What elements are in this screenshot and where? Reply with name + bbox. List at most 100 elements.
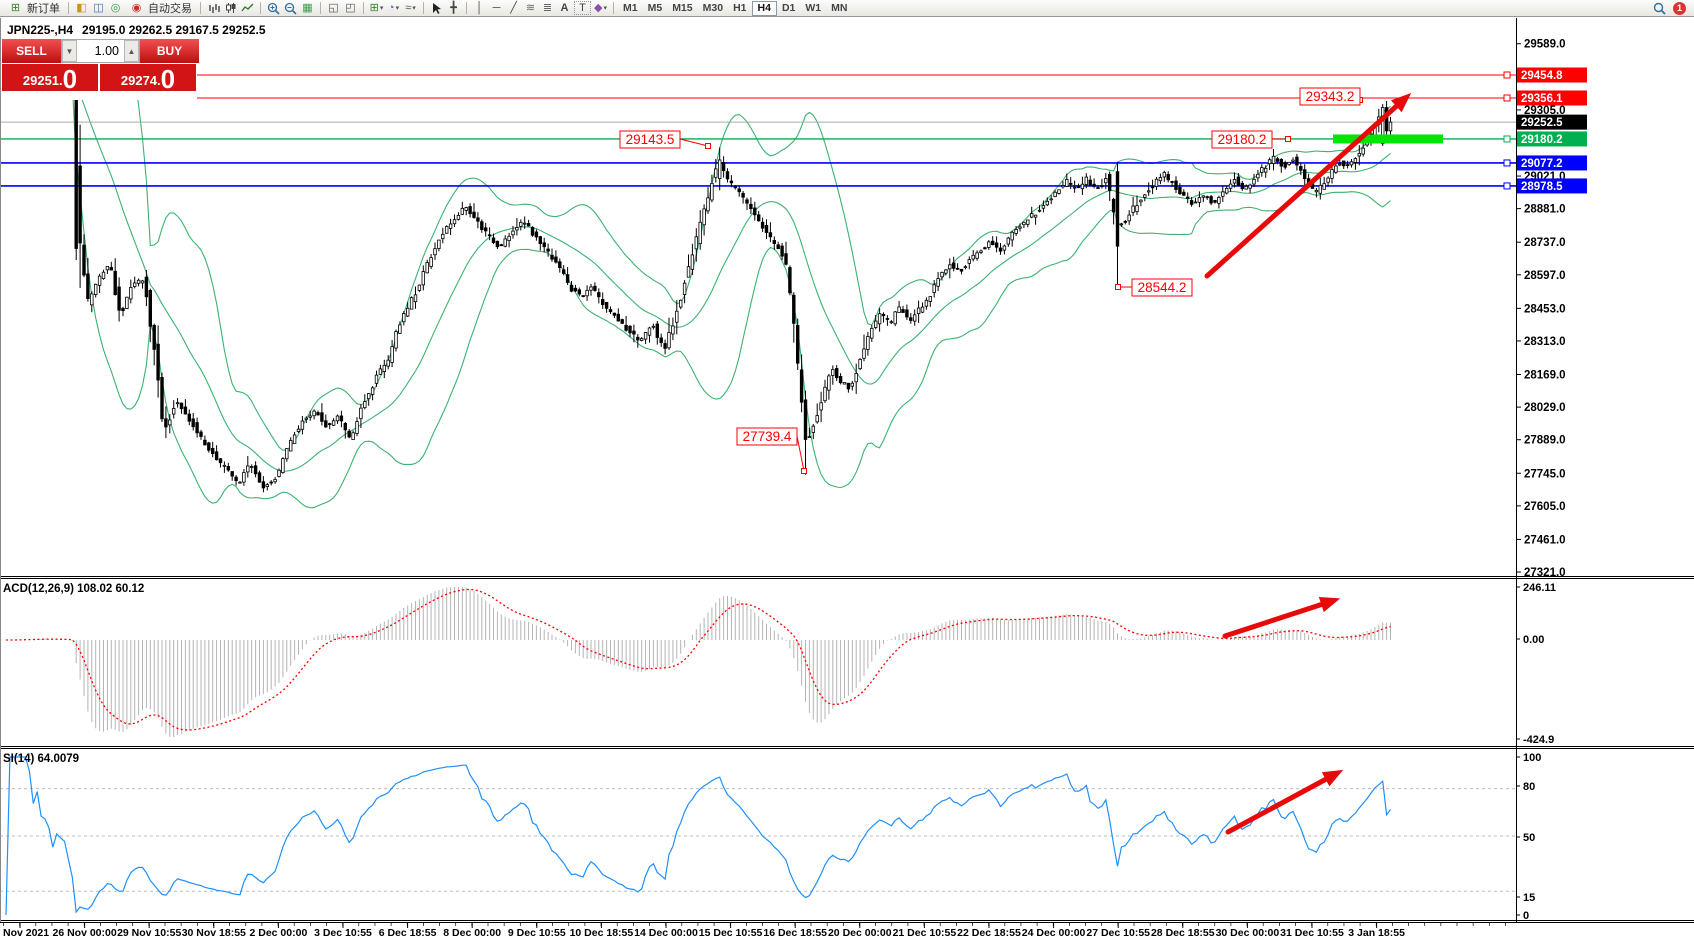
one-click-trading-panel: SELL ▼ ▲ BUY 29251.0 29274.0 (2, 39, 199, 92)
timeframe-mn[interactable]: MN (831, 2, 848, 14)
candles-layer (4, 69, 1393, 493)
timeframe-h4[interactable]: H4 (751, 0, 777, 16)
rsi-label: SI(14) 64.0079 (3, 753, 79, 765)
cursor-icon[interactable] (429, 1, 444, 15)
new-order-button[interactable]: ⊞ 新订单 (5, 0, 62, 16)
text-label-icon[interactable]: T (574, 1, 591, 15)
line-handle (1503, 94, 1511, 102)
tile-windows-icon[interactable]: ▦ (302, 1, 313, 14)
price-annotation-box[interactable] (1131, 278, 1193, 297)
styles-icon[interactable]: ◧ (76, 1, 87, 14)
price-tick-label: 28453.0 (1524, 303, 1566, 315)
vertical-line-icon[interactable]: │ (476, 1, 483, 14)
chart-window-icon[interactable]: ◱ (328, 1, 339, 14)
time-axis-label: 29 Nov 10:55 (117, 927, 181, 938)
trendline-icon[interactable]: ╱ (510, 1, 517, 14)
new-chart-dropdown[interactable]: ⊞ ▾ (369, 1, 384, 14)
divider (363, 2, 364, 14)
signals-icon[interactable]: ◎ (110, 1, 121, 14)
chart-title: JPN225-,H4 29195.0 29262.5 29167.5 29252.… (7, 23, 266, 37)
indicators-dropdown[interactable]: ≈ ▾ (405, 1, 416, 14)
price-annotation-box[interactable] (736, 427, 798, 446)
timeframe-d1[interactable]: D1 (781, 2, 796, 14)
time-axis-label: 14 Dec 00:00 (634, 927, 698, 938)
time-axis-label: 2 Dec 00:00 (250, 927, 308, 938)
notification-badge[interactable]: 1 (1673, 1, 1686, 15)
volume-decrease-button[interactable]: ▼ (62, 40, 77, 62)
timeframe-m1[interactable]: M1 (623, 2, 638, 14)
axis-price-box (1517, 178, 1587, 194)
price-tick-label: 28597.0 (1524, 270, 1566, 282)
divider (260, 2, 261, 14)
horizontal-line-icon[interactable]: ─ (492, 1, 501, 14)
arrows-dropdown[interactable]: ◆ ▾ (594, 1, 607, 14)
time-axis-label: 26 Nov 00:00 (52, 927, 116, 938)
time-axis-label: 31 Dec 10:55 (1280, 927, 1344, 938)
autotrading-icon: ◉ (131, 1, 142, 14)
time-axis-label: 22 Dec 18:55 (957, 927, 1021, 938)
macd-signal-line (6, 588, 1391, 731)
text-icon[interactable]: A (560, 1, 569, 14)
line-handle (1503, 71, 1511, 79)
fibo-channel-icon[interactable]: ≋ (525, 1, 536, 14)
rsi-line (5, 756, 1391, 916)
candlestick-icon[interactable] (223, 1, 238, 15)
trend-arrow[interactable] (1222, 596, 1341, 639)
timeframe-m30[interactable]: M30 (702, 2, 724, 14)
price-tick-label: 28169.0 (1524, 370, 1566, 382)
trend-arrow[interactable] (1204, 92, 1412, 279)
search-icon[interactable] (1652, 1, 1667, 15)
price-annotation-box[interactable] (1211, 130, 1273, 149)
axis-price-box (1517, 155, 1587, 171)
line-handle (1503, 135, 1511, 143)
symbol-timeframe: JPN225-,H4 (7, 23, 74, 37)
timeframe-w1[interactable]: W1 (805, 2, 822, 14)
macd-axis-label: -424.9 (1523, 734, 1554, 746)
zoom-out-icon[interactable] (283, 1, 298, 15)
time-axis-label: 8 Dec 00:00 (443, 927, 501, 938)
price-annotation-box[interactable] (1299, 87, 1361, 106)
time-axis-label: 3 Jan 18:55 (1348, 927, 1405, 938)
price-annotation-text: 29143.5 (626, 132, 675, 147)
price-annotation-box[interactable] (619, 130, 681, 149)
new-order-icon: ⊞ (10, 1, 21, 14)
axis-price-box-label: 28978.5 (1521, 181, 1563, 193)
timeframe-h1[interactable]: H1 (733, 2, 747, 14)
timeframe-m5[interactable]: M5 (647, 2, 663, 14)
bar-chart-icon[interactable] (206, 1, 221, 15)
fibonacci-icon[interactable]: ≣ (542, 1, 553, 14)
axis-price-box-label: 29180.2 (1521, 134, 1563, 146)
time-axis-label: 15 Dec 10:55 (699, 927, 763, 938)
trend-arrow[interactable] (1225, 769, 1344, 835)
market-watch-icon[interactable]: ◫ (93, 1, 104, 14)
volume-increase-button[interactable]: ▲ (124, 40, 139, 62)
sell-price[interactable]: 29251. 0 (2, 64, 98, 92)
rsi-axis-label: 0 (1523, 910, 1529, 922)
timeframe-m15[interactable]: M15 (672, 2, 693, 14)
line-handle (1503, 182, 1511, 190)
line-chart-icon[interactable] (240, 1, 255, 15)
support-zone-highlight[interactable] (1333, 134, 1443, 144)
autotrading-button[interactable]: ◉ 自动交易 (126, 0, 194, 16)
buy-button[interactable]: BUY (140, 39, 199, 63)
crosshair-icon[interactable]: ╋ (450, 1, 457, 14)
zoom-in-icon[interactable] (266, 1, 281, 15)
price-annotation-text: 28544.2 (1138, 280, 1187, 295)
divider (200, 2, 201, 14)
sell-button[interactable]: SELL (2, 39, 61, 63)
rsi-panel (0, 756, 1516, 916)
volume-input[interactable] (77, 40, 124, 62)
divider (423, 2, 424, 14)
divider (613, 2, 614, 14)
axis-price-box-label: 29454.8 (1521, 70, 1563, 82)
periods-dropdown[interactable]: ◔ ▾ (387, 1, 400, 14)
divider (466, 2, 467, 14)
main-chart-layer (0, 18, 1516, 509)
time-axis-label: 28 Dec 18:55 (1151, 927, 1215, 938)
macd-axis-label: 0.00 (1523, 634, 1544, 646)
chart-shift-icon[interactable]: ◰ (345, 1, 356, 14)
time-axis-label: 3 Dec 10:55 (314, 927, 372, 938)
buy-price[interactable]: 29274. 0 (100, 64, 196, 92)
price-tick-label: 27745.0 (1524, 468, 1566, 480)
